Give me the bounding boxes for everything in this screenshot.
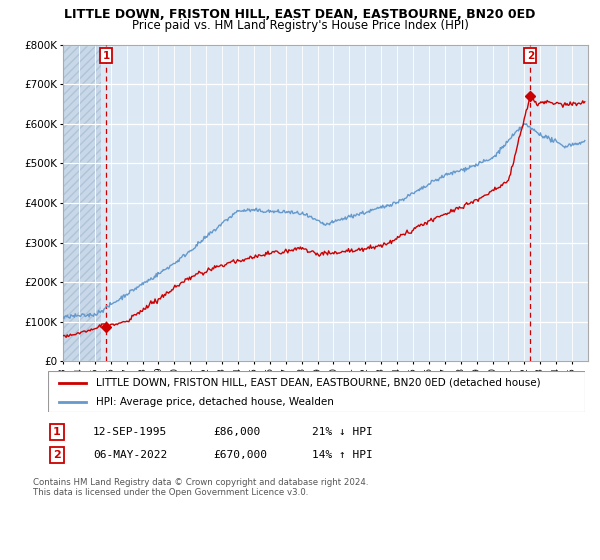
Text: LITTLE DOWN, FRISTON HILL, EAST DEAN, EASTBOURNE, BN20 0ED: LITTLE DOWN, FRISTON HILL, EAST DEAN, EA…	[64, 8, 536, 21]
Text: £86,000: £86,000	[213, 427, 260, 437]
FancyBboxPatch shape	[48, 371, 585, 412]
Text: 12-SEP-1995: 12-SEP-1995	[93, 427, 167, 437]
Text: 2: 2	[53, 450, 61, 460]
Text: Price paid vs. HM Land Registry's House Price Index (HPI): Price paid vs. HM Land Registry's House …	[131, 19, 469, 32]
Text: 21% ↓ HPI: 21% ↓ HPI	[312, 427, 373, 437]
Text: 06-MAY-2022: 06-MAY-2022	[93, 450, 167, 460]
Text: 1: 1	[53, 427, 61, 437]
Text: Contains HM Land Registry data © Crown copyright and database right 2024.
This d: Contains HM Land Registry data © Crown c…	[33, 478, 368, 497]
Text: £670,000: £670,000	[213, 450, 267, 460]
Bar	[63, 45, 101, 361]
Text: 1: 1	[103, 51, 110, 61]
Text: HPI: Average price, detached house, Wealden: HPI: Average price, detached house, Weal…	[97, 396, 334, 407]
Text: 2: 2	[527, 51, 534, 61]
Text: 14% ↑ HPI: 14% ↑ HPI	[312, 450, 373, 460]
Text: LITTLE DOWN, FRISTON HILL, EAST DEAN, EASTBOURNE, BN20 0ED (detached house): LITTLE DOWN, FRISTON HILL, EAST DEAN, EA…	[97, 377, 541, 388]
